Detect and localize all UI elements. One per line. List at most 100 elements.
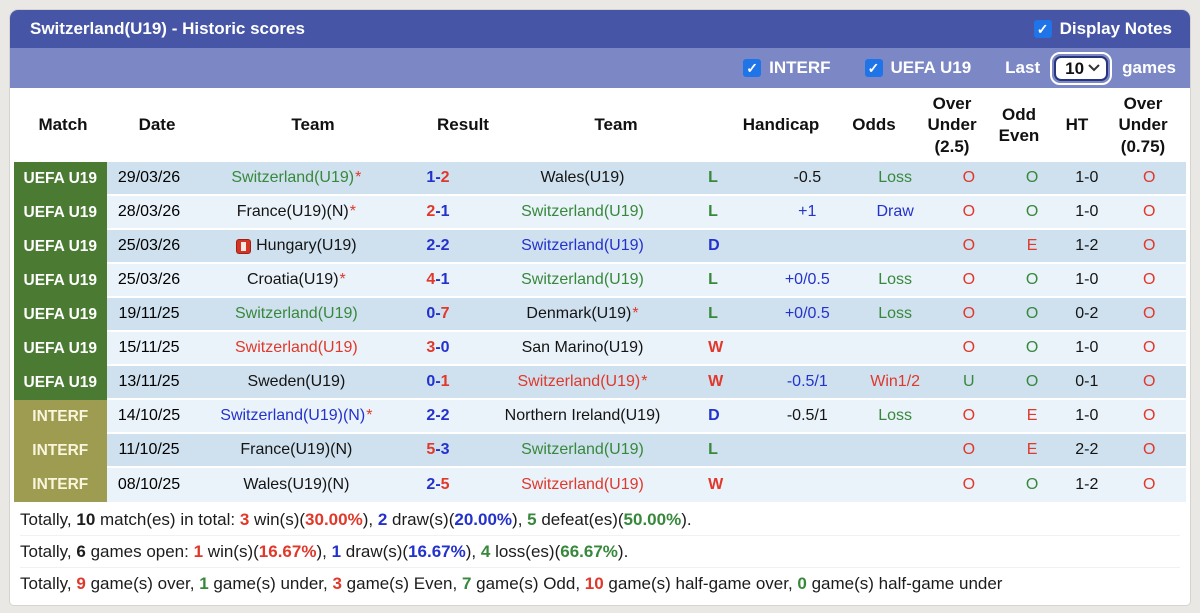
score-dash: - <box>435 169 441 186</box>
away-team-cell[interactable]: San Marino(U19) <box>474 332 691 366</box>
handicap-cell: -0.5 <box>759 162 856 196</box>
win-draw-loss-cell: L <box>690 298 760 332</box>
half-time-score-cell: 1-0 <box>1061 196 1113 230</box>
over-under-2-5-cell: O <box>934 468 1003 502</box>
over-under-2-5-cell: O <box>934 434 1003 468</box>
over-under-0-75-cell: O <box>1112 332 1186 366</box>
date-cell: 11/10/25 <box>106 434 192 468</box>
interf-checkbox[interactable]: ✓ <box>743 59 762 77</box>
home-score: 5 <box>426 441 436 458</box>
interf-label: INTERF <box>769 58 831 77</box>
totals-segment: ). <box>681 510 692 529</box>
totals-segment: Totally, <box>20 542 77 561</box>
table-row: UEFA U19 25/03/26 Croatia(U19) * 4-1 Switzerl… <box>14 264 1186 298</box>
league-badge: INTERF <box>14 434 107 468</box>
uefa-u19-checkbox[interactable]: ✓ <box>864 59 883 77</box>
home-team-cell[interactable]: Switzerland(U19) <box>191 298 402 332</box>
totals-segment: game(s) under, <box>208 574 333 593</box>
away-score: 5 <box>440 476 450 493</box>
away-team-cell[interactable]: Switzerland(U19) <box>474 196 691 230</box>
home-team-cell[interactable]: France(U19)(N) <box>191 434 402 468</box>
away-team-cell[interactable]: Switzerland(U19) <box>474 230 691 264</box>
over-under-0-75-cell: O <box>1112 162 1186 196</box>
away-team-cell[interactable]: Denmark(U19) * <box>474 298 691 332</box>
away-score: 1 <box>440 271 450 288</box>
half-time-score-cell: 0-2 <box>1061 298 1113 332</box>
totals-segment: 1 <box>331 542 342 561</box>
home-team-cell[interactable]: Switzerland(U19) <box>191 332 402 366</box>
odd-even-cell: O <box>1002 162 1062 196</box>
home-team-cell[interactable]: Hungary(U19) <box>191 230 402 264</box>
handicap-cell <box>759 332 856 366</box>
handicap-cell <box>759 434 856 468</box>
home-team-cell[interactable]: Switzerland(U19)(N) * <box>191 400 402 434</box>
odds-result-cell <box>855 230 935 264</box>
result-cell: 2-5 <box>401 468 475 502</box>
win-draw-loss-cell: L <box>690 162 760 196</box>
totals-segment: 16.67% <box>408 542 466 561</box>
away-team-name: Switzerland(U19) <box>521 237 644 254</box>
totals-segment: ), <box>316 542 332 561</box>
over-under-0-75-cell: O <box>1112 264 1186 298</box>
handicap-cell <box>759 230 856 264</box>
away-score: 2 <box>440 407 450 424</box>
totals-segment: ), <box>512 510 528 529</box>
score-dash: - <box>435 203 441 220</box>
totals-line-3: Totally, 9 game(s) over, 1 game(s) under… <box>20 567 1180 599</box>
games-count-select[interactable]: 10 <box>1054 55 1109 81</box>
home-team-cell[interactable]: France(U19)(N) * <box>191 196 402 230</box>
totals-segment: draw(s)( <box>387 510 455 529</box>
half-time-score-cell: 1-0 <box>1061 264 1113 298</box>
league-badge: INTERF <box>14 400 107 434</box>
result-cell: 0-7 <box>401 298 475 332</box>
win-draw-loss-cell: W <box>690 468 760 502</box>
display-notes-group: ✓ Display Notes <box>1033 19 1172 39</box>
half-time-score-cell: 0-1 <box>1061 366 1113 400</box>
home-team-cell[interactable]: Switzerland(U19) * <box>191 162 402 196</box>
odds-result-cell: Loss <box>855 400 935 434</box>
away-team-cell[interactable]: Switzerland(U19) * <box>474 366 691 400</box>
totals-segment: 20.00% <box>454 510 513 529</box>
score-dash: - <box>435 271 441 288</box>
home-team-name: France(U19)(N) <box>236 203 349 220</box>
date-cell: 28/03/26 <box>106 196 192 230</box>
column-header-result: Result <box>437 115 489 135</box>
display-notes-checkbox[interactable]: ✓ <box>1033 20 1052 38</box>
away-team-star: * <box>641 373 648 390</box>
home-team-name: Switzerland(U19)(N) <box>220 407 366 424</box>
away-team-name: Switzerland(U19) <box>521 203 644 220</box>
table-row: UEFA U19 29/03/26 Switzerland(U19) * 1-2 Wale… <box>14 162 1186 196</box>
home-team-star: * <box>339 271 346 288</box>
away-team-cell[interactable]: Switzerland(U19) <box>474 264 691 298</box>
home-team-cell[interactable]: Croatia(U19) * <box>191 264 402 298</box>
away-team-cell[interactable]: Switzerland(U19) <box>474 468 691 502</box>
over-under-2-5-cell: O <box>934 332 1003 366</box>
odd-even-cell: E <box>1002 400 1062 434</box>
column-header-ht: HT <box>1065 115 1089 135</box>
league-badge: UEFA U19 <box>14 162 107 196</box>
odds-result-cell: Draw <box>855 196 935 230</box>
away-score: 1 <box>440 373 450 390</box>
away-score: 0 <box>440 339 450 356</box>
home-team-cell[interactable]: Wales(U19)(N) <box>191 468 402 502</box>
totals-segment: ), <box>362 510 378 529</box>
away-team-cell[interactable]: Northern Ireland(U19) <box>474 400 691 434</box>
league-badge: UEFA U19 <box>14 332 107 366</box>
games-label: games <box>1122 58 1176 77</box>
away-team-cell[interactable]: Wales(U19) <box>474 162 691 196</box>
away-team-cell[interactable]: Switzerland(U19) <box>474 434 691 468</box>
table-row: INTERF 08/10/25 Wales(U19)(N) 2-5 Switzerlan… <box>14 468 1186 502</box>
away-score: 2 <box>440 169 450 186</box>
score-dash: - <box>435 441 441 458</box>
home-team-cell[interactable]: Sweden(U19) <box>191 366 402 400</box>
league-badge: UEFA U19 <box>14 264 107 298</box>
handicap-cell: +0/0.5 <box>759 298 856 332</box>
totals-segment: 9 <box>76 574 86 593</box>
home-team-star: * <box>355 169 362 186</box>
home-team-name: Switzerland(U19) <box>231 169 355 186</box>
last-label: Last <box>1005 58 1041 77</box>
totals-summary: Totally, 10 match(es) in total: 3 win(s)… <box>10 502 1190 605</box>
away-score: 1 <box>440 203 450 220</box>
over-under-2-5-cell: O <box>934 400 1003 434</box>
totals-segment: 16.67% <box>258 542 317 561</box>
